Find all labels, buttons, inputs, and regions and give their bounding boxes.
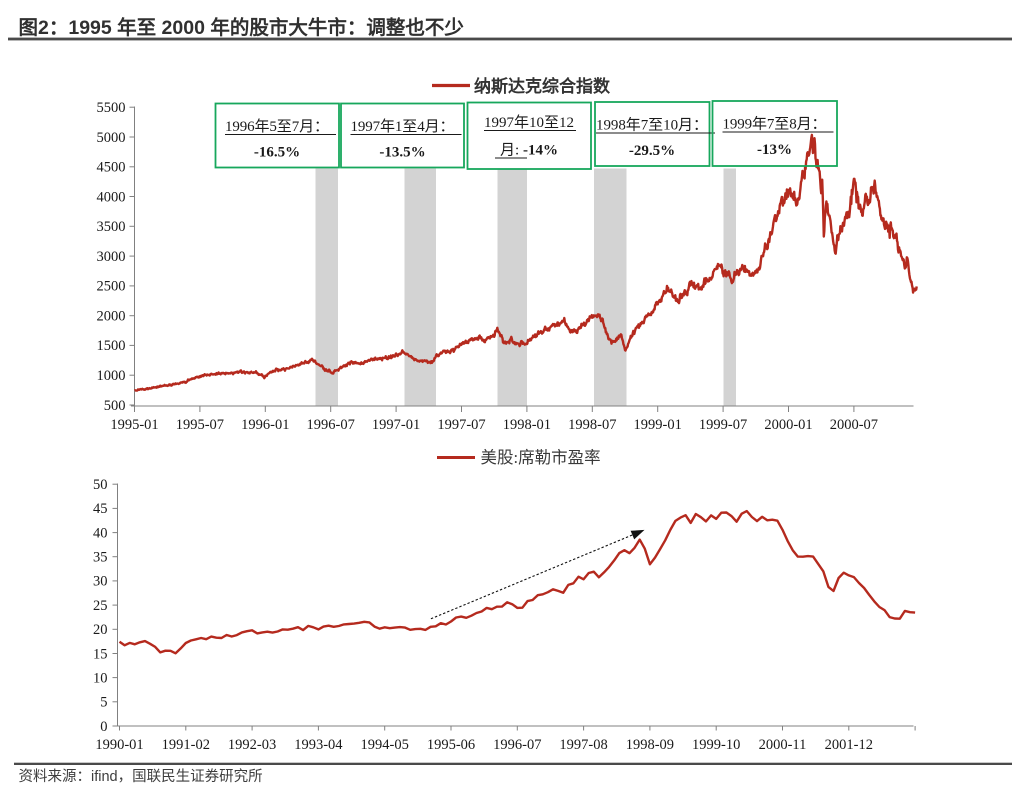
svg-text:45: 45 (93, 501, 108, 517)
svg-text:1995-01: 1995-01 (110, 417, 158, 433)
svg-text:1994-05: 1994-05 (361, 737, 409, 753)
svg-text:2000-01: 2000-01 (764, 417, 812, 433)
svg-text:-16.5%: -16.5% (254, 145, 300, 161)
svg-text:1995-07: 1995-07 (176, 417, 224, 433)
svg-text:1998-01: 1998-01 (503, 417, 551, 433)
svg-text:2000-07: 2000-07 (830, 417, 878, 433)
svg-text:1996-01: 1996-01 (241, 417, 289, 433)
svg-text:美股:席勒市盈率: 美股:席勒市盈率 (481, 448, 601, 467)
svg-text:1998-09: 1998-09 (626, 737, 674, 753)
svg-text:1997-07: 1997-07 (437, 417, 485, 433)
svg-text:1996-07: 1996-07 (493, 737, 541, 753)
svg-text:1500: 1500 (97, 338, 126, 354)
svg-text:0: 0 (100, 719, 107, 735)
svg-text:1998年7至10月：: 1998年7至10月： (596, 117, 708, 134)
svg-text:1990-01: 1990-01 (95, 737, 143, 753)
svg-text:40: 40 (93, 525, 108, 541)
svg-text:1996-07: 1996-07 (307, 417, 355, 433)
svg-text:1999年7至8月：: 1999年7至8月： (723, 116, 827, 133)
svg-text:2000-11: 2000-11 (759, 737, 807, 753)
svg-text:2500: 2500 (97, 279, 126, 295)
svg-text:1999-10: 1999-10 (692, 737, 740, 753)
svg-text:2001-12: 2001-12 (825, 737, 873, 753)
svg-text:1997-01: 1997-01 (372, 417, 420, 433)
svg-text:5500: 5500 (97, 100, 126, 116)
svg-text:50: 50 (93, 477, 108, 493)
svg-text:1000: 1000 (97, 368, 126, 384)
svg-text:4000: 4000 (97, 189, 126, 205)
svg-text:-13.5%: -13.5% (379, 145, 425, 161)
svg-text:1999-01: 1999-01 (634, 417, 682, 433)
svg-text:-29.5%: -29.5% (629, 143, 675, 159)
svg-text:500: 500 (104, 398, 126, 414)
svg-text:3000: 3000 (97, 249, 126, 265)
svg-text:1995-06: 1995-06 (427, 737, 475, 753)
svg-text:1996年5至7月：: 1996年5至7月： (225, 118, 329, 135)
svg-text:纳斯达克综合指数: 纳斯达克综合指数 (474, 76, 611, 96)
svg-text:月: -14%: 月: -14% (500, 143, 558, 159)
svg-text:15: 15 (93, 646, 108, 662)
svg-text:1997年1至4月：: 1997年1至4月： (351, 118, 455, 135)
svg-text:1992-03: 1992-03 (228, 737, 276, 753)
svg-text:1991-02: 1991-02 (162, 737, 210, 753)
svg-text:20: 20 (93, 622, 108, 638)
svg-text:1993-04: 1993-04 (294, 737, 343, 753)
svg-text:1998-07: 1998-07 (568, 417, 616, 433)
svg-text:25: 25 (93, 598, 108, 614)
svg-text:1999-07: 1999-07 (699, 417, 747, 433)
svg-text:5000: 5000 (97, 130, 126, 146)
svg-text:资料来源：ifind，国联民生证券研究所: 资料来源：ifind，国联民生证券研究所 (19, 768, 263, 785)
svg-text:4500: 4500 (97, 160, 126, 176)
svg-text:30: 30 (93, 574, 108, 590)
svg-text:10: 10 (93, 670, 108, 686)
svg-text:图2：1995 年至 2000 年的股市大牛市：调整也不少: 图2：1995 年至 2000 年的股市大牛市：调整也不少 (19, 16, 465, 39)
svg-text:-13%: -13% (757, 142, 792, 158)
svg-text:5: 5 (100, 695, 107, 711)
svg-text:2000: 2000 (97, 309, 126, 325)
svg-text:1997年10至12: 1997年10至12 (484, 114, 574, 131)
svg-text:1997-08: 1997-08 (559, 737, 607, 753)
svg-text:35: 35 (93, 550, 108, 566)
svg-text:3500: 3500 (97, 219, 126, 235)
